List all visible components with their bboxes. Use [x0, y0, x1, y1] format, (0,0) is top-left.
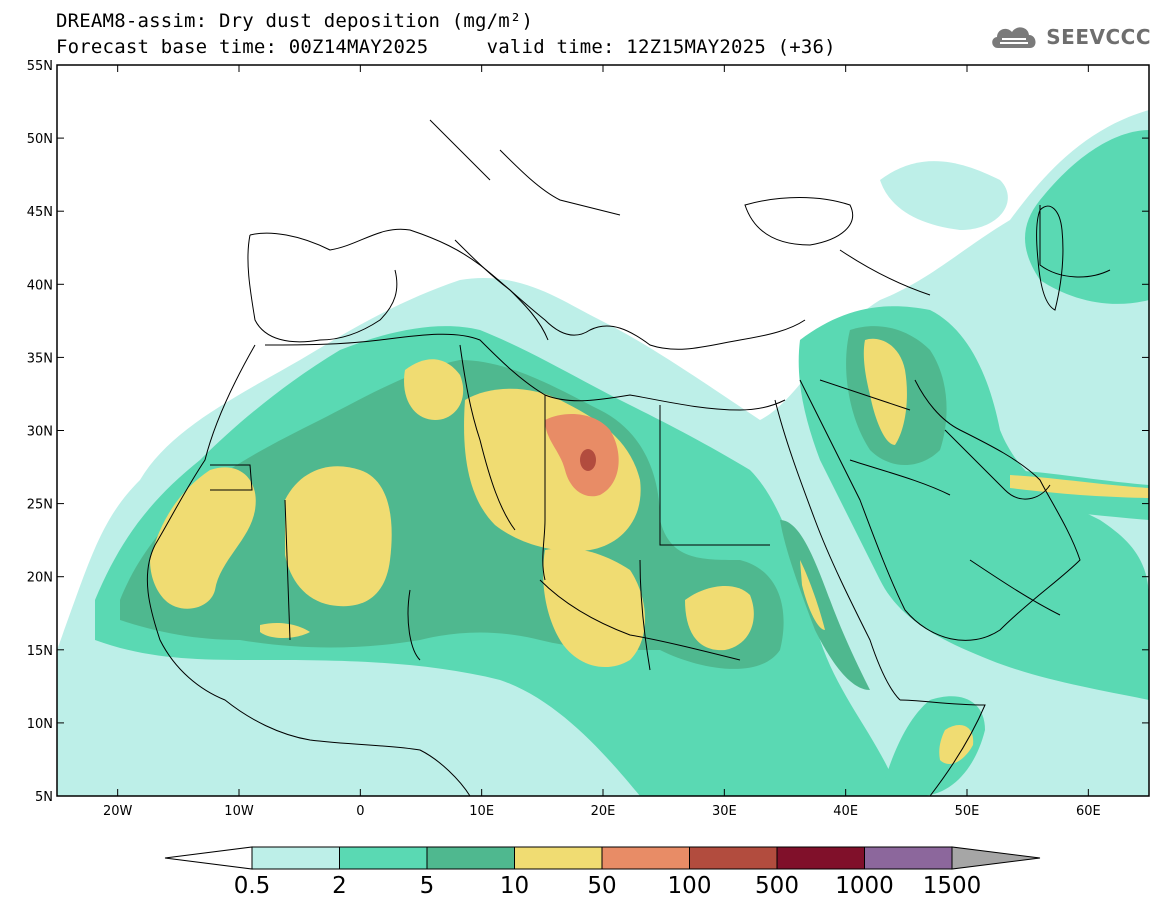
lon-tick-label: 40E [833, 804, 858, 819]
lat-tick-label: 15N [27, 644, 53, 659]
colorbar-over-triangle [951, 846, 1041, 870]
colorbar-label: 500 [755, 873, 799, 899]
colorbar-label: 1500 [923, 873, 982, 899]
lon-tick-label: 20E [591, 804, 616, 819]
lat-tick-label: 50N [27, 132, 53, 147]
colorbar-label: 5 [420, 873, 435, 899]
colorbar-segment [251, 846, 340, 870]
colorbar-segment [776, 846, 865, 870]
longitude-axis: 20W 10W 0 10E 20E 30E 40E 50E 60E [103, 65, 1101, 819]
lat-tick-label: 20N [27, 571, 53, 586]
latitude-axis: 55N 50N 45N 40N 35N 30N 25N 20N 15N 10N 5N [27, 59, 1149, 805]
lat-tick-label: 35N [27, 351, 53, 366]
lon-tick-label: 20W [103, 804, 133, 819]
chart-title: DREAM8-assim: Dry dust deposition (mg/m²… [56, 10, 534, 32]
colorbar-segment [514, 846, 603, 870]
coastlines-and-borders [146, 119, 1111, 796]
lat-tick-label: 5N [35, 790, 53, 805]
lon-tick-label: 10E [469, 804, 494, 819]
colorbar-under-triangle [164, 846, 253, 870]
logo-text: SEEVCCC [1046, 25, 1151, 49]
lat-tick-label: 30N [27, 425, 53, 440]
lon-tick-label: 60E [1076, 804, 1101, 819]
forecast-time-subtitle: Forecast base time: 00Z14MAY2025 valid t… [56, 36, 836, 58]
colorbar-label: 50 [587, 873, 616, 899]
colorbar-segment [864, 846, 953, 870]
colorbar-label: 0.5 [234, 873, 271, 899]
colorbar-label: 100 [668, 873, 712, 899]
colorbar-label: 2 [332, 873, 347, 899]
colorbar-segment [601, 846, 690, 870]
lat-tick-label: 25N [27, 498, 53, 513]
lon-tick-label: 10W [224, 804, 254, 819]
colorbar-segment [689, 846, 778, 870]
colorbar-segment [426, 846, 515, 870]
lat-tick-label: 45N [27, 205, 53, 220]
lon-tick-label: 50E [955, 804, 980, 819]
colorbar-label: 1000 [835, 873, 894, 899]
deposition-level-100 [580, 449, 596, 471]
lat-tick-label: 10N [27, 717, 53, 732]
lat-tick-label: 40N [27, 278, 53, 293]
deposition-field [57, 110, 1149, 796]
colorbar-segment [339, 846, 428, 870]
lat-tick-label: 55N [27, 59, 53, 74]
lon-tick-label: 30E [712, 804, 737, 819]
colorbar: 0.5 2 5 10 50 100 500 1000 1500 [164, 846, 1041, 899]
colorbar-label: 10 [500, 873, 529, 899]
lon-tick-label: 0 [356, 804, 364, 819]
cloud-logo-icon [992, 27, 1036, 48]
seevccc-logo: SEEVCCC [988, 22, 1151, 52]
